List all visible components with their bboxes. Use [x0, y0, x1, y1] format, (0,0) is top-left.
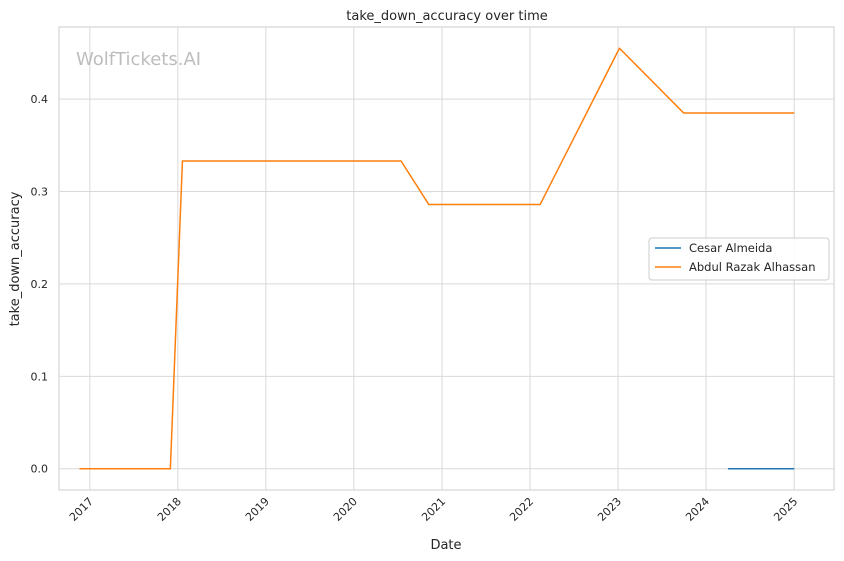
legend-label-cesar-almeida: Cesar Almeida — [689, 241, 772, 255]
series-lines — [79, 47, 795, 470]
legend: Cesar Almeida Abdul Razak Alhassan — [648, 237, 830, 281]
series-line-abdul-razak-alhassan — [79, 47, 795, 470]
x-tick-label: 2024 — [683, 495, 712, 524]
y-tick-label: 0.0 — [31, 463, 49, 476]
y-tick-label: 0.3 — [31, 185, 49, 198]
x-tick-label: 2020 — [331, 495, 360, 524]
x-axis-ticks: 2017 2018 2019 2020 2021 2022 2023 2024 2025 — [67, 495, 800, 524]
y-tick-label: 0.1 — [31, 370, 49, 383]
x-axis-label: Date — [430, 538, 461, 553]
legend-label-abdul-razak-alhassan: Abdul Razak Alhassan — [689, 260, 816, 274]
x-tick-label: 2019 — [243, 495, 272, 524]
chart-title: take_down_accuracy over time — [346, 9, 547, 24]
y-tick-label: 0.2 — [31, 278, 49, 291]
legend-box — [648, 237, 830, 281]
y-axis-label: take_down_accuracy — [8, 191, 23, 326]
y-axis-ticks: 0.0 0.1 0.2 0.3 0.4 — [31, 93, 49, 476]
x-tick-label: 2023 — [595, 495, 624, 524]
x-tick-label: 2018 — [155, 495, 184, 524]
grid-lines — [59, 27, 834, 490]
x-tick-label: 2021 — [419, 495, 448, 524]
x-tick-label: 2017 — [67, 495, 96, 524]
watermark: WolfTickets.AI — [76, 49, 201, 70]
y-tick-label: 0.4 — [31, 93, 49, 106]
x-tick-label: 2022 — [507, 495, 536, 524]
x-tick-label: 2025 — [771, 495, 800, 524]
